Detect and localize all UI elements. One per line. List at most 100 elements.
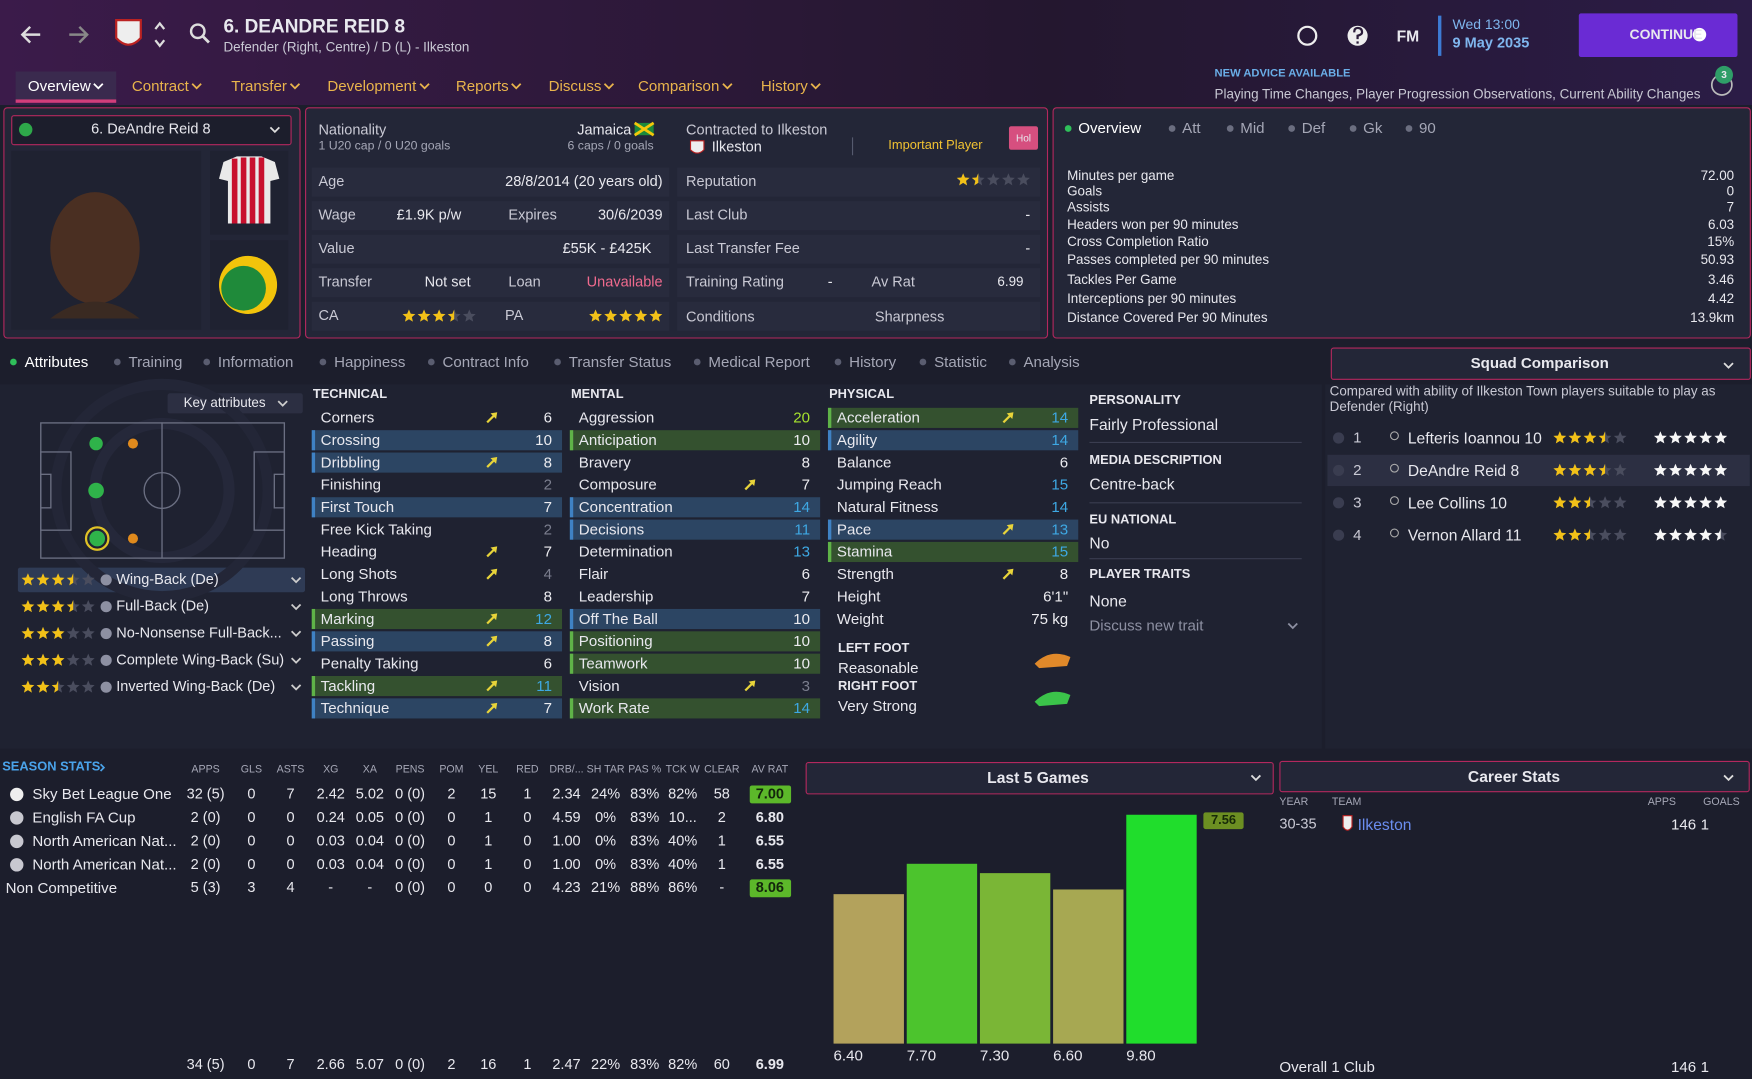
star-fill bbox=[432, 309, 446, 322]
key-attributes[interactable]: Key attributes bbox=[183, 394, 266, 411]
tab[interactable]: Training bbox=[128, 353, 183, 371]
nav-item[interactable]: Transfer bbox=[231, 77, 287, 95]
trend-head bbox=[490, 456, 498, 464]
tab[interactable]: Information bbox=[217, 353, 294, 371]
player-name[interactable]: Lefteris Ioannou 10 bbox=[1407, 429, 1542, 447]
star bbox=[21, 680, 35, 693]
text[interactable]: Ilkeston bbox=[1357, 815, 1412, 834]
role-name[interactable]: Inverted Wing-Back (De) bbox=[116, 677, 276, 695]
attr-name: Off The Ball bbox=[578, 610, 658, 628]
squad-panel bbox=[1325, 384, 1752, 749]
star bbox=[634, 309, 648, 322]
text: 1.00 bbox=[552, 831, 581, 849]
star-empty bbox=[1613, 528, 1627, 541]
bar bbox=[906, 863, 978, 1044]
search-icon[interactable] bbox=[189, 23, 206, 40]
continue-label[interactable]: CONTINUE bbox=[1629, 26, 1703, 43]
player-name[interactable]: Lee Collins 10 bbox=[1407, 493, 1508, 512]
career-header[interactable] bbox=[1279, 760, 1750, 793]
text: 2 bbox=[447, 1055, 456, 1073]
star-fill bbox=[51, 653, 65, 666]
tab[interactable]: History bbox=[849, 353, 897, 371]
tab[interactable]: Medical Report bbox=[708, 353, 810, 371]
star-fill bbox=[1583, 431, 1597, 444]
attr-marker bbox=[311, 608, 316, 630]
trend-head bbox=[490, 613, 498, 621]
back-button[interactable] bbox=[20, 25, 41, 44]
bar bbox=[1126, 814, 1197, 1044]
nav-item[interactable]: Contract bbox=[131, 77, 189, 95]
tab[interactable]: Contract Info bbox=[442, 353, 529, 371]
forward-button[interactable] bbox=[69, 25, 89, 44]
text: 0 bbox=[247, 784, 256, 802]
chevron bbox=[290, 684, 302, 691]
globe-icon[interactable] bbox=[1297, 25, 1318, 46]
tab[interactable]: Att bbox=[1182, 119, 1201, 137]
nav-item[interactable]: Discuss bbox=[548, 77, 602, 95]
text: 1 bbox=[484, 831, 493, 849]
text: Compared with ability of Ilkeston Town p… bbox=[1329, 383, 1716, 415]
nav-item[interactable]: Overview bbox=[27, 77, 91, 95]
text: TEAM bbox=[1331, 796, 1362, 809]
nav-item[interactable]: Development bbox=[327, 77, 417, 95]
nav-item[interactable]: Comparison bbox=[638, 77, 720, 95]
star bbox=[21, 573, 35, 586]
attr-marker bbox=[311, 497, 316, 518]
player-name[interactable]: Vernon Allard 11 bbox=[1407, 526, 1522, 545]
continue-button[interactable] bbox=[1578, 13, 1738, 57]
row-bg bbox=[677, 201, 1041, 231]
attr-value: 4 bbox=[543, 565, 552, 583]
attr-value: 14 bbox=[793, 699, 811, 717]
text: - bbox=[328, 878, 334, 896]
player-select-label[interactable]: 6. DeAndre Reid 8 bbox=[91, 120, 211, 137]
star-fill bbox=[604, 309, 618, 322]
last5-header[interactable] bbox=[805, 762, 1274, 795]
attr-highlight bbox=[569, 608, 821, 630]
player-select[interactable] bbox=[11, 115, 292, 146]
star-empty bbox=[1598, 496, 1612, 509]
section-title[interactable]: SEASON STATS bbox=[2, 760, 101, 774]
attr-highlight bbox=[569, 653, 821, 674]
tab-dot bbox=[1288, 125, 1296, 132]
tab[interactable]: Attributes bbox=[24, 353, 89, 371]
star-empty bbox=[462, 309, 476, 322]
tab[interactable]: Gk bbox=[1363, 119, 1383, 137]
star bbox=[1553, 431, 1567, 444]
chevron bbox=[419, 83, 430, 90]
tab[interactable]: Happiness bbox=[334, 353, 406, 371]
star bbox=[619, 309, 633, 322]
attr-name: Height bbox=[836, 587, 881, 605]
attr-name: Passing bbox=[320, 632, 375, 650]
star-fill bbox=[36, 573, 50, 586]
kit-stripes bbox=[231, 157, 265, 224]
text: 6.80 bbox=[755, 808, 784, 826]
squad-header[interactable] bbox=[1330, 347, 1751, 380]
text[interactable]: Discuss new trait bbox=[1089, 617, 1204, 634]
trend-head bbox=[490, 702, 498, 710]
role-name[interactable]: No-Nonsense Full-Back... bbox=[116, 624, 282, 641]
star-fill bbox=[1714, 528, 1721, 541]
text: Value bbox=[318, 239, 355, 257]
tab[interactable]: Def bbox=[1301, 119, 1326, 137]
attr-value: 7 bbox=[801, 476, 811, 494]
row-radio bbox=[1332, 529, 1345, 541]
star bbox=[1684, 431, 1697, 444]
advice-title: NEW ADVICE AVAILABLE bbox=[1214, 67, 1351, 80]
attr-name: Crossing bbox=[320, 431, 381, 449]
player-switch[interactable] bbox=[154, 21, 166, 48]
nav-item[interactable]: Reports bbox=[455, 77, 509, 95]
text: Interceptions per 90 minutes bbox=[1067, 290, 1237, 307]
tab[interactable]: 90 bbox=[1419, 119, 1436, 137]
player-name[interactable]: DeAndre Reid 8 bbox=[1407, 461, 1520, 480]
tab[interactable]: Overview bbox=[1078, 119, 1142, 137]
star bbox=[589, 309, 602, 322]
tab[interactable]: Mid bbox=[1240, 119, 1265, 137]
tab[interactable]: Analysis bbox=[1023, 353, 1080, 371]
role-name[interactable]: Full-Back (De) bbox=[116, 597, 210, 615]
role-name[interactable]: Wing-Back (De) bbox=[116, 570, 219, 588]
tab[interactable]: Statistic bbox=[934, 353, 987, 371]
tab[interactable]: Transfer Status bbox=[568, 353, 672, 371]
role-name[interactable]: Complete Wing-Back (Su) bbox=[116, 650, 285, 668]
nav-item[interactable]: History bbox=[760, 77, 808, 95]
key-attr-button[interactable] bbox=[167, 393, 303, 414]
